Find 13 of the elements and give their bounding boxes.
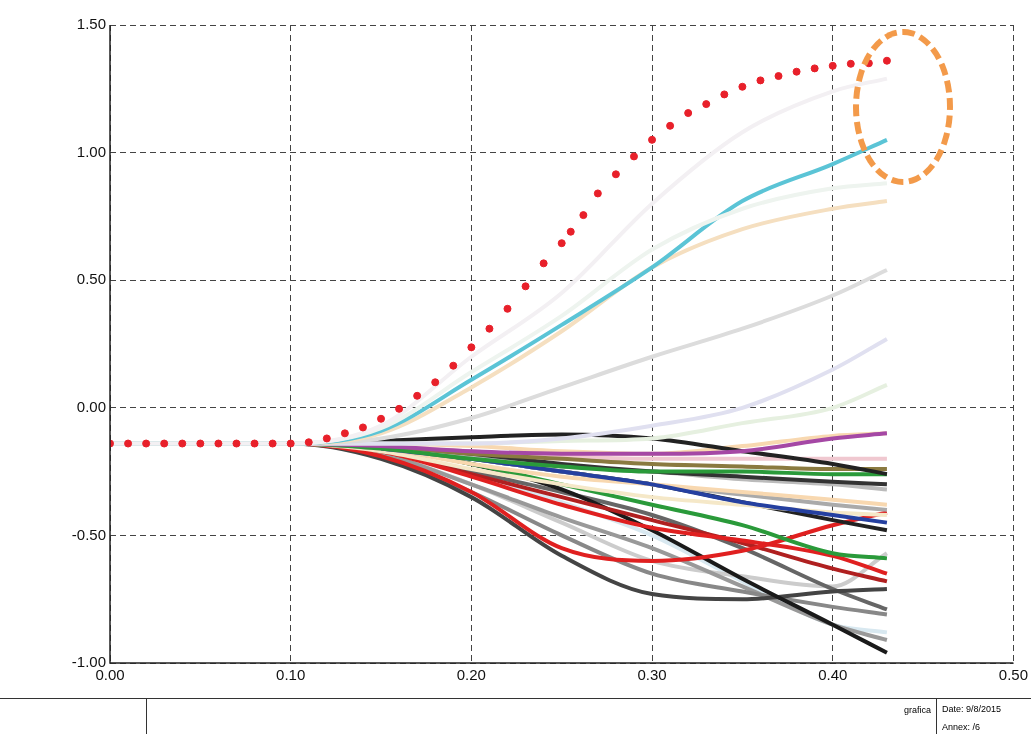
x-tick-label: 0.10 xyxy=(276,666,306,684)
x-tick-label: 0.40 xyxy=(818,666,848,684)
x-tick-label: 0.20 xyxy=(456,666,486,684)
text: Annex: /6 xyxy=(942,722,981,732)
x-tick-label: 0.30 xyxy=(637,666,667,684)
y-tick-label: 1.00 xyxy=(76,142,106,160)
y-tick-label: 0.50 xyxy=(76,270,106,288)
y-tick-label: -0.50 xyxy=(71,525,106,543)
y-tick-label: 0.00 xyxy=(76,397,106,415)
text: grafica xyxy=(903,705,931,715)
text: Date: 9/8/2015 xyxy=(942,704,1002,714)
y-tick-label: 1.50 xyxy=(76,15,106,33)
x-tick-label: 0.50 xyxy=(998,666,1028,684)
